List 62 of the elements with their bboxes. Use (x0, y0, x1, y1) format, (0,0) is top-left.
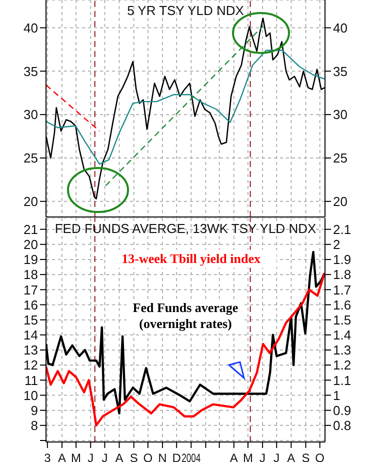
line-series (46, 272, 325, 427)
line-series (46, 50, 325, 165)
y2-tick-label: 30 (333, 107, 348, 122)
y2-tick-label: 0.8 (333, 418, 352, 434)
x-tick-label: J (88, 451, 94, 462)
y-tick-label: 11 (24, 372, 38, 388)
y-tick-label: 21 (24, 222, 38, 237)
x-tick-label: J (102, 451, 108, 462)
y2-tick-label: 1.1 (333, 372, 352, 388)
x-tick-label: 3 (44, 451, 52, 462)
y2-tick-label: 35 (333, 64, 348, 79)
series-label: Fed Funds average (overnight rates) (132, 300, 238, 332)
y-tick-label: 13 (24, 342, 38, 358)
x-tick-label: A (230, 451, 238, 462)
x-tick-label: M (242, 451, 253, 462)
y2-tick-label: 1.7 (333, 282, 352, 298)
y-tick-label: 20 (24, 194, 38, 209)
y-tick-label: 12 (24, 358, 38, 373)
y2-tick-label: 25 (333, 150, 348, 166)
x-tick-label: N (158, 451, 167, 462)
y2-tick-label: 2 (333, 237, 340, 252)
x-tick-label: A (115, 451, 124, 462)
y-tick-label: 30 (24, 107, 38, 122)
y2-tick-label: 0.9 (333, 402, 352, 418)
y-tick-label: 16 (24, 297, 38, 312)
y-tick-label: 8 (30, 418, 38, 434)
y2-tick-label: 40 (333, 20, 348, 36)
y2-tick-label: 1 (333, 388, 340, 403)
y2-tick-label: 1.3 (333, 342, 352, 358)
x-tick-label: J (260, 451, 266, 462)
y-tick-label: 40 (24, 20, 38, 36)
y2-tick-label: 20 (333, 194, 348, 209)
y2-tick-label: 2.1 (333, 222, 352, 237)
y-tick-label: 9 (30, 402, 38, 418)
x-tick-label: S (130, 451, 138, 462)
x-tick-label: M (71, 451, 82, 462)
y-tick-label: 10 (24, 388, 38, 403)
y2-tick-label: 1.8 (333, 267, 352, 282)
y2-tick-label: 1.4 (333, 328, 352, 343)
y-tick-label: 25 (24, 150, 38, 166)
chart-title: FED FUNDS AVERGE, 13WK TSY YLD NDX (54, 221, 316, 236)
y2-tick-label: 1.6 (333, 297, 352, 312)
y-tick-label: 15 (24, 312, 38, 328)
y-tick-label: 35 (24, 64, 38, 79)
x-tick-label: S (302, 451, 310, 462)
x-tick-label: 2004 (182, 451, 208, 462)
y2-tick-label: 1.5 (333, 312, 352, 328)
x-tick-label: A (287, 451, 296, 462)
text: 13-week Tbill yield index (122, 250, 261, 266)
y-tick-label: 17 (24, 282, 38, 298)
x-tick-label: O (315, 451, 325, 462)
chart-title: 5 YR TSY YLD NDX (127, 3, 244, 18)
y-tick-label: 18 (24, 267, 38, 282)
y-tick-label: 19 (24, 252, 38, 268)
x-tick-label: O (143, 451, 153, 462)
x-tick-label: J (274, 451, 280, 462)
y-tick-label: 20 (24, 237, 38, 252)
y-tick-label: 14 (24, 328, 38, 343)
y2-tick-label: 1.2 (333, 358, 352, 373)
y2-tick-label: 1.9 (333, 252, 352, 268)
x-tick-label: A (58, 451, 66, 462)
x-tick-label: D (172, 451, 182, 462)
